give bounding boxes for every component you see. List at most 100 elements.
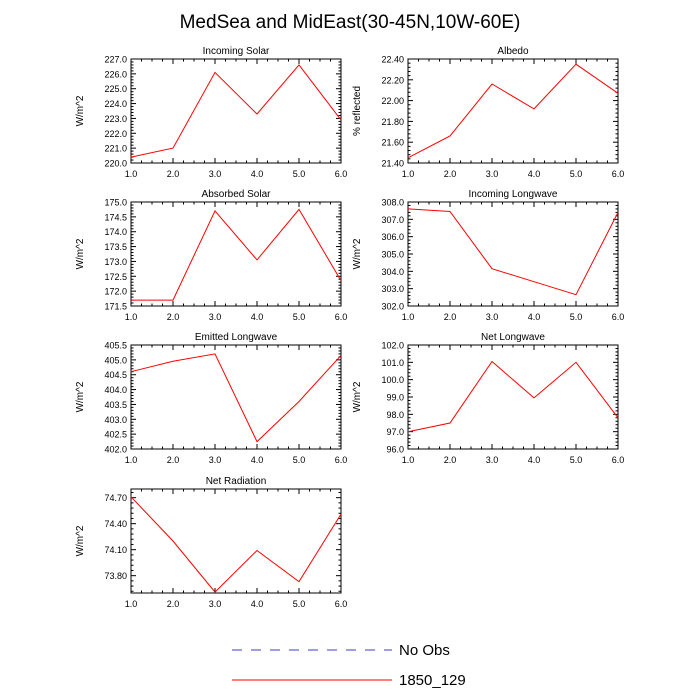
y-tick-label: 173.5 bbox=[104, 242, 127, 252]
y-tick-label: 73.80 bbox=[104, 571, 127, 581]
y-tick-label: 305.0 bbox=[381, 250, 404, 260]
x-tick-label: 1.0 bbox=[125, 169, 138, 179]
x-tick-label: 2.0 bbox=[167, 169, 180, 179]
y-axis-label: % reflected bbox=[352, 86, 363, 136]
y-tick-label: 173.0 bbox=[104, 257, 127, 267]
y-axis-label: W/m^2 bbox=[75, 381, 86, 412]
y-tick-label: 174.5 bbox=[104, 212, 127, 222]
x-tick-label: 1.0 bbox=[125, 312, 138, 322]
chart-panel-albedo: Albedo % reflected 1.0 2.0 3.0 4.0 5.0 6.0 21.40… bbox=[352, 46, 624, 179]
y-tick-label: 21.80 bbox=[381, 117, 404, 127]
panel-title: Net Radiation bbox=[206, 476, 267, 487]
series-line-1850_129 bbox=[130, 64, 342, 158]
y-tick-label: 172.0 bbox=[104, 287, 127, 297]
chart-panel-incoming-longwave: Incoming Longwave W/m^2 1.0 2.0 3.0 4.0 5.0 6.0… bbox=[352, 189, 624, 322]
plot-frame bbox=[407, 58, 619, 164]
y-tick-label: 224.0 bbox=[104, 99, 127, 109]
series-line-1850_129 bbox=[130, 353, 342, 443]
panel-title: Net Longwave bbox=[481, 332, 545, 343]
series-line-1850_129 bbox=[407, 208, 619, 296]
plot-frame bbox=[407, 344, 619, 450]
series-line-1850_129 bbox=[407, 360, 619, 433]
series-line-1850_129 bbox=[131, 208, 342, 301]
series-line-1850_129 bbox=[407, 63, 619, 159]
x-tick-label: 2.0 bbox=[444, 312, 457, 322]
y-tick-label: 74.10 bbox=[104, 545, 127, 555]
x-tick-label: 2.0 bbox=[167, 312, 180, 322]
y-tick-label: 175.0 bbox=[104, 198, 127, 208]
x-tick-label: 3.0 bbox=[209, 455, 222, 465]
panel-title: Emitted Longwave bbox=[195, 332, 278, 343]
panel-title: Incoming Longwave bbox=[469, 189, 558, 200]
y-axis-label: W/m^2 bbox=[352, 238, 363, 269]
x-tick-label: 4.0 bbox=[528, 455, 541, 465]
x-tick-label: 3.0 bbox=[209, 312, 222, 322]
x-tick-label: 3.0 bbox=[486, 169, 499, 179]
y-tick-label: 403.0 bbox=[104, 415, 127, 425]
legend: No Obs 1850_129 bbox=[232, 642, 466, 689]
y-tick-label: 221.0 bbox=[104, 144, 127, 154]
x-tick-label: 5.0 bbox=[570, 455, 583, 465]
series-line-1850_129 bbox=[130, 496, 342, 593]
y-tick-label: 222.0 bbox=[104, 129, 127, 139]
y-tick-label: 98.0 bbox=[386, 410, 404, 420]
y-tick-label: 226.0 bbox=[104, 69, 127, 79]
y-tick-label: 405.0 bbox=[104, 355, 127, 365]
y-tick-label: 304.0 bbox=[381, 267, 404, 277]
y-tick-label: 99.0 bbox=[386, 393, 404, 403]
y-tick-label: 22.00 bbox=[381, 96, 404, 106]
x-tick-label: 4.0 bbox=[251, 455, 264, 465]
chart-panel-absorbed-solar: Absorbed Solar W/m^2 1.0 2.0 3.0 4.0 5.0 6.0 171… bbox=[75, 189, 347, 322]
x-tick-label: 6.0 bbox=[335, 455, 348, 465]
x-tick-label: 3.0 bbox=[209, 599, 222, 609]
y-tick-label: 220.0 bbox=[104, 159, 127, 169]
x-tick-label: 1.0 bbox=[125, 455, 138, 465]
y-tick-label: 97.0 bbox=[386, 427, 404, 437]
y-tick-label: 74.70 bbox=[104, 493, 127, 503]
x-tick-label: 6.0 bbox=[335, 599, 348, 609]
y-tick-label: 306.0 bbox=[381, 232, 404, 242]
x-tick-label: 1.0 bbox=[402, 455, 415, 465]
x-tick-label: 1.0 bbox=[125, 599, 138, 609]
y-tick-label: 404.0 bbox=[104, 385, 127, 395]
panel-title: Absorbed Solar bbox=[202, 189, 272, 200]
x-tick-label: 5.0 bbox=[293, 599, 306, 609]
x-tick-label: 1.0 bbox=[402, 169, 415, 179]
y-tick-label: 404.5 bbox=[104, 370, 127, 380]
y-tick-label: 303.0 bbox=[381, 284, 404, 294]
y-tick-label: 402.5 bbox=[104, 430, 127, 440]
x-tick-label: 6.0 bbox=[335, 169, 348, 179]
x-tick-label: 6.0 bbox=[612, 169, 625, 179]
y-tick-label: 171.5 bbox=[104, 302, 127, 312]
x-tick-label: 4.0 bbox=[528, 169, 541, 179]
plot-frame bbox=[130, 58, 342, 164]
x-tick-label: 4.0 bbox=[251, 599, 264, 609]
y-tick-label: 405.5 bbox=[104, 341, 127, 351]
y-tick-label: 307.0 bbox=[381, 215, 404, 225]
y-tick-label: 174.0 bbox=[104, 227, 127, 237]
y-tick-label: 402.0 bbox=[104, 445, 127, 455]
legend-label-no-obs: No Obs bbox=[399, 642, 450, 659]
y-tick-label: 100.0 bbox=[381, 375, 404, 385]
x-tick-label: 3.0 bbox=[486, 455, 499, 465]
x-tick-label: 5.0 bbox=[293, 169, 306, 179]
plot-frame bbox=[407, 201, 619, 307]
y-tick-label: 102.0 bbox=[381, 341, 404, 351]
chart-panel-net-radiation: Net Radiation W/m^2 1.0 2.0 3.0 4.0 5.0 6.0 73.8… bbox=[75, 476, 347, 609]
x-tick-label: 3.0 bbox=[486, 312, 499, 322]
x-tick-label: 2.0 bbox=[444, 455, 457, 465]
x-tick-label: 6.0 bbox=[612, 455, 625, 465]
legend-label-1850-129: 1850_129 bbox=[399, 672, 466, 689]
y-tick-label: 302.0 bbox=[381, 302, 404, 312]
chart-panel-net-longwave: Net Longwave W/m^2 1.0 2.0 3.0 4.0 5.0 6.0 96.0 9… bbox=[352, 332, 624, 465]
y-tick-label: 21.60 bbox=[381, 138, 404, 148]
x-tick-label: 6.0 bbox=[335, 312, 348, 322]
panels: Incoming Solar W/m^2 1.0 2.0 3.0 4.0 5.0 6.0 220… bbox=[75, 46, 624, 609]
plot-frame bbox=[130, 488, 342, 594]
x-tick-label: 5.0 bbox=[570, 169, 583, 179]
x-tick-label: 4.0 bbox=[528, 312, 541, 322]
panel-title: Albedo bbox=[497, 46, 529, 57]
y-tick-label: 308.0 bbox=[381, 198, 404, 208]
x-tick-label: 2.0 bbox=[167, 599, 180, 609]
